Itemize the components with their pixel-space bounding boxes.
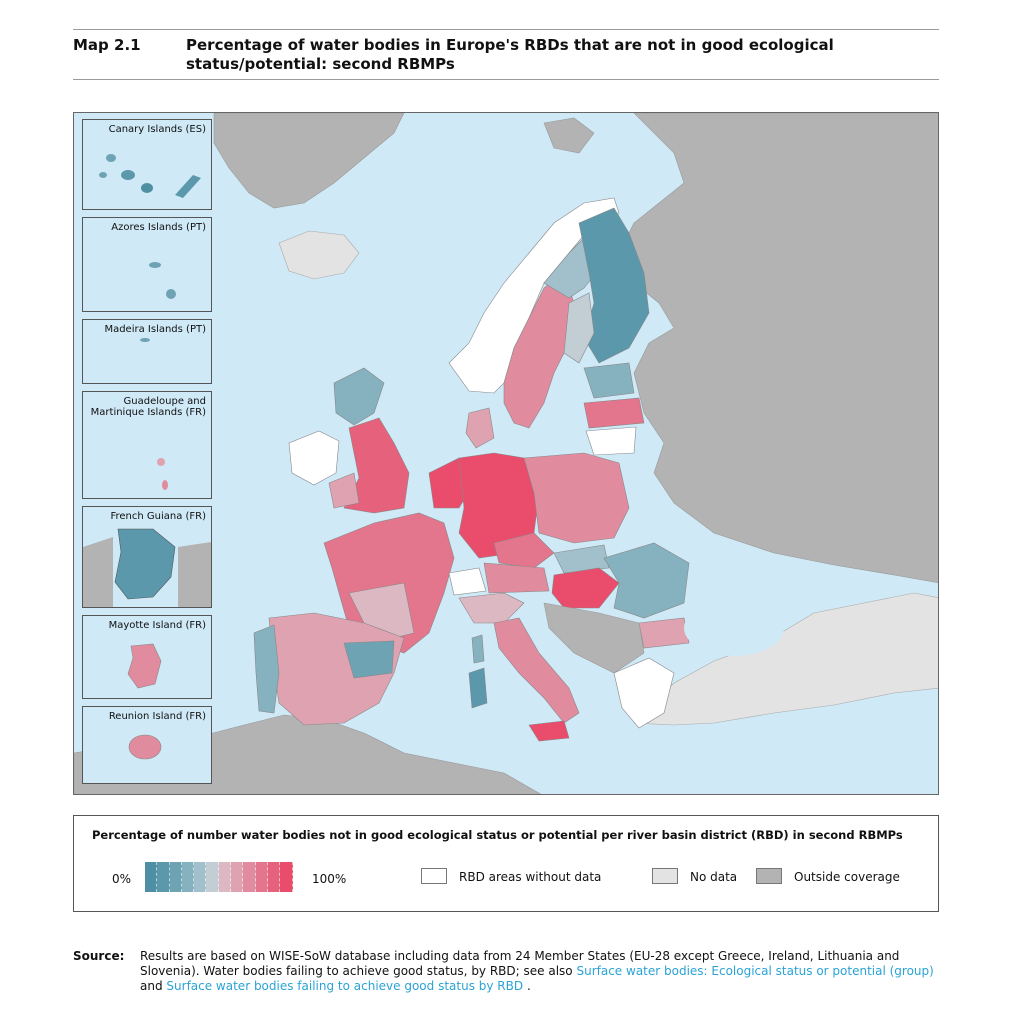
source-body: Results are based on WISE-SoW database i… [140,949,900,978]
map-number: Map 2.1 [73,36,141,54]
italy-rbd [493,617,580,724]
guadeloupe-martinique-map [157,458,168,490]
inset-mayotte-island: Mayotte Island (FR) [82,615,212,699]
inset-guadeloupe-martinique: Guadeloupe and Martinique Islands (FR) [82,391,212,499]
finland-rbd [578,207,650,364]
french-guiana-map [83,528,211,607]
legend-swatch-no-data [652,868,678,884]
inset-label-french-guiana: French Guiana (FR) [110,511,206,522]
inset-label-canary: Canary Islands (ES) [108,124,206,135]
lithuania-rbd [585,426,637,456]
madeira-islands-map [140,338,150,342]
legend-ramp-swatch [255,862,268,892]
map-title: Percentage of water bodies in Europe's R… [186,36,834,73]
inset-label-guadeloupe: Guadeloupe and Martinique Islands (FR) [90,396,206,418]
legend-label-no-data: No data [690,870,738,884]
legend-swatch-rbd-no-data [421,868,447,884]
turkey-land [633,592,938,726]
map-frame[interactable]: Canary Islands (ES) Azores Islands (PT) … [73,112,939,795]
legend-ramp-swatch [145,862,158,892]
legend-ramp-swatch [218,862,232,892]
russia-land [618,113,938,583]
inset-canary-islands: Canary Islands (ES) [82,119,212,210]
europe-map [74,113,938,794]
legend-label-outside-coverage: Outside coverage [794,870,900,884]
source-text: Results are based on WISE-SoW database i… [140,949,940,994]
top-rule [73,29,939,30]
mayotte-island-map [127,643,162,689]
slovakia-rbd [553,544,610,574]
sardinia-rbd [468,667,488,709]
azores-islands-map [149,262,176,299]
bulgaria-rbd [638,617,690,649]
inset-madeira-islands: Madeira Islands (PT) [82,319,212,384]
inset-label-madeira: Madeira Islands (PT) [104,324,206,335]
source-conjunction: and [140,979,163,993]
canary-islands-map [99,154,201,198]
legend-ramp-swatch [181,862,195,892]
inset-french-guiana: French Guiana (FR) [82,506,212,608]
greece-rbd-no-data [613,657,675,729]
inset-label-reunion: Reunion Island (FR) [108,711,206,722]
link-failing-good-status[interactable]: Surface water bodies failing to achieve … [166,979,524,993]
legend-ramp-swatch [157,862,170,892]
estonia-rbd [583,362,635,399]
denmark-rbd [465,407,495,449]
legend-ramp-swatch [194,862,207,892]
finland-south-rbd [563,292,595,364]
sicily-rbd [528,720,570,742]
italy-north-rbd [458,592,525,624]
legend-color-ramp [145,862,293,892]
inset-label-mayotte: Mayotte Island (FR) [108,620,206,631]
legend-title: Percentage of number water bodies not in… [92,828,903,842]
portugal-rbd [253,624,280,714]
legend-ramp-swatch [169,862,182,892]
spain-rbd [268,612,405,726]
corsica-rbd [471,634,485,664]
source-label: Source: [73,949,125,963]
legend-label-rbd-no-data: RBD areas without data [459,870,602,884]
title-rule [73,79,939,80]
legend-ramp-swatch [206,862,219,892]
iceland-land [278,230,360,280]
romania-rbd [603,542,690,619]
balkans-land [543,602,645,674]
legend-ramp-swatch [231,862,244,892]
inset-label-azores: Azores Islands (PT) [111,222,206,233]
latvia-rbd [583,397,645,429]
legend-ramp-swatch [280,862,293,892]
legend-ramp-swatch [243,862,256,892]
ireland-rbd-no-data [288,430,340,486]
hungary-rbd [551,567,620,609]
england-rbd [343,417,410,514]
legend-swatch-outside-coverage [756,868,782,884]
poland-rbd [523,452,630,544]
scotland-rbd [333,367,385,426]
spain-east-rbd [343,640,395,679]
greenland-land [213,113,405,209]
legend-ramp-swatch [267,862,281,892]
inset-reunion-island: Reunion Island (FR) [82,706,212,784]
black-sea [684,600,784,656]
svalbard-land [543,117,595,154]
wales-rbd [328,472,360,509]
switzerland-rbd-no-data [448,567,487,596]
czechia-rbd [493,532,555,569]
reunion-island-map [128,734,162,760]
link-ecological-status[interactable]: Surface water bodies: Ecological status … [576,964,934,978]
legend: Percentage of number water bodies not in… [73,815,939,912]
france-rbd [323,512,455,654]
inset-azores-islands: Azores Islands (PT) [82,217,212,312]
source-end: . [526,979,531,993]
legend-min-label: 0% [112,872,132,886]
austria-rbd [483,562,550,594]
legend-max-label: 100% [312,872,347,886]
